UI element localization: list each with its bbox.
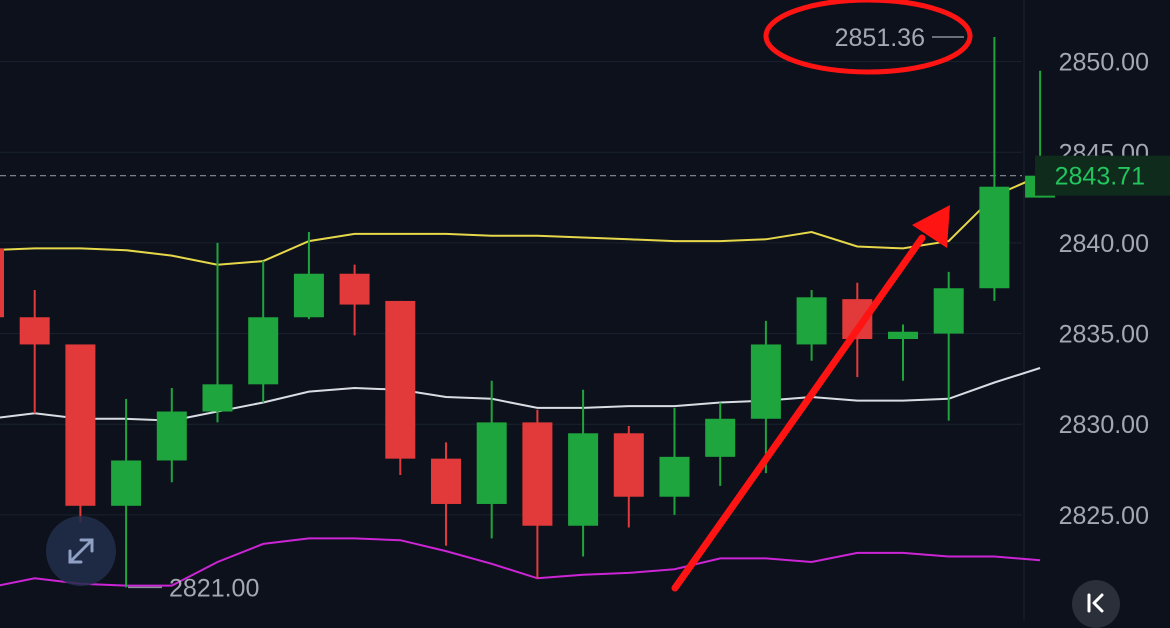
candle-body-0: [0, 248, 4, 318]
candle-3: [111, 398, 142, 588]
annotation-arrow-head: [912, 205, 950, 248]
candle-body-14: [613, 433, 644, 497]
candle-4: [156, 387, 187, 483]
collapse-left-icon: [1087, 593, 1104, 613]
low-marker-label: 2821.00: [169, 574, 259, 602]
candle-body-17: [750, 344, 781, 419]
candle-10: [431, 442, 461, 546]
candle-body-22: [979, 186, 1010, 289]
candle-5: [202, 242, 233, 423]
upper-band-line: [0, 174, 1041, 266]
candle-body-3: [111, 460, 142, 506]
candle-body-9: [385, 300, 416, 459]
y-tick-label-3: 2835.00: [1059, 321, 1149, 349]
y-tick-label-4: 2830.00: [1059, 411, 1149, 439]
candle-11: [476, 380, 507, 539]
y-tick-label-0: 2850.00: [1059, 49, 1149, 77]
candle-21: [933, 271, 964, 421]
candle-8: [339, 264, 370, 336]
candle-body-13: [568, 433, 599, 526]
high-marker-label: 2851.36: [835, 24, 925, 52]
candle-12: [522, 409, 553, 579]
candle-0: [0, 248, 4, 318]
candle-17: [750, 320, 781, 474]
y-tick-label-2: 2840.00: [1059, 230, 1149, 258]
candle-20: [888, 324, 918, 381]
candle-22: [979, 36, 1010, 301]
y-tick-label-5: 2825.00: [1059, 502, 1149, 530]
current-price-tag-label: 2843.71: [1055, 163, 1145, 191]
candle-body-12: [522, 422, 553, 526]
current-price-tag-bg: [1035, 155, 1170, 196]
candle-7: [293, 232, 324, 320]
candle-body-20: [888, 331, 918, 340]
annotation-arrow-shaft: [671, 234, 926, 592]
candle-body-10: [431, 458, 461, 504]
candle-body-16: [705, 418, 736, 457]
expand-diagonal-icon: [68, 538, 94, 564]
candle-body-6: [248, 317, 279, 385]
candle-body-2: [65, 344, 96, 506]
candle-body-18: [796, 297, 827, 345]
candle-body-15: [659, 456, 690, 497]
candle-body-4: [156, 411, 187, 461]
candle-body-21: [933, 288, 964, 334]
lower-band-line: [0, 537, 1041, 587]
collapse-button[interactable]: [1072, 580, 1120, 628]
candle-body-5: [202, 384, 233, 412]
candle-1: [19, 290, 50, 414]
candle-body-1: [19, 317, 50, 345]
candle-16: [705, 402, 736, 486]
candle-6: [248, 261, 279, 403]
candle-18: [796, 290, 827, 361]
candle-body-11: [476, 422, 507, 504]
candle-9: [385, 300, 416, 475]
candle-14: [613, 426, 644, 528]
candle-13: [568, 389, 599, 557]
candle-body-7: [293, 273, 324, 318]
annotation-ellipse: [763, 0, 973, 75]
candle-15: [659, 407, 690, 515]
expand-button[interactable]: [46, 516, 116, 586]
candle-body-8: [339, 273, 370, 305]
candle-2: [65, 344, 96, 523]
